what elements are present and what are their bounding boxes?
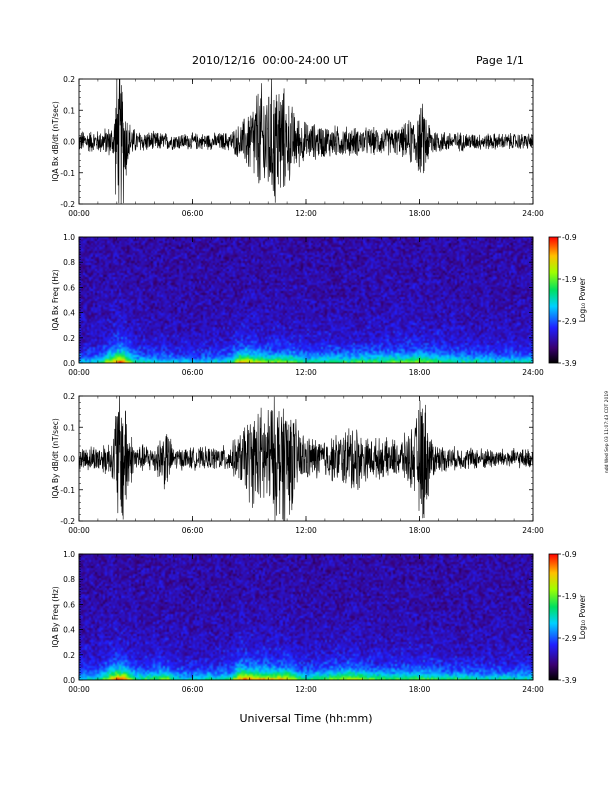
page-indicator: Page 1/1	[476, 54, 524, 67]
x-tick-label: 24:00	[522, 209, 544, 218]
x-tick-label: 00:00	[68, 368, 90, 377]
y-tick-label: 0.4	[63, 626, 75, 635]
colorbar-tick-label: -2.9	[562, 634, 577, 643]
y-tick-label: 0.2	[63, 75, 75, 84]
y-tick-label: 0.0	[63, 455, 75, 464]
colorbar-tick-label: -1.9	[562, 275, 577, 284]
x-tick-label: 00:00	[68, 685, 90, 694]
x-tick-label: 00:00	[68, 209, 90, 218]
colorbar	[548, 236, 559, 364]
x-tick-label: 12:00	[295, 526, 317, 535]
x-tick-label: 24:00	[522, 685, 544, 694]
y-tick-label: 0.0	[63, 676, 75, 685]
y-tick-label: 0.0	[63, 359, 75, 368]
series-trace	[79, 396, 533, 521]
y-tick-label: 0.2	[63, 392, 75, 401]
y-tick-label: 1.0	[63, 550, 75, 559]
y-tick-label: 0.1	[63, 423, 75, 432]
colorbar-tick-label: -0.9	[562, 233, 577, 242]
y-tick-label: -0.2	[60, 517, 75, 526]
y-tick-label: 0.2	[63, 651, 75, 660]
x-tick-label: 18:00	[409, 368, 431, 377]
y-axis-label: IQA By dB/dt (nT/sec)	[51, 418, 60, 499]
y-tick-label: 0.8	[63, 258, 75, 267]
x-tick-label: 24:00	[522, 526, 544, 535]
x-tick-label: 06:00	[182, 685, 204, 694]
colorbar-tick-label: -2.9	[562, 317, 577, 326]
y-tick-label: 0.1	[63, 106, 75, 115]
colorbar-label: Log₁₀ Power	[578, 277, 587, 322]
panel-1	[78, 78, 534, 205]
x-tick-label: 12:00	[295, 685, 317, 694]
y-tick-label: -0.1	[60, 486, 75, 495]
y-tick-label: 0.8	[63, 575, 75, 584]
colorbar-tick-label: -3.9	[562, 676, 577, 685]
spectrogram-image	[79, 554, 533, 680]
y-tick-label: 0.6	[63, 600, 75, 609]
plot-title: 2010/12/16 00:00-24:00 UT	[192, 54, 349, 67]
x-tick-label: 06:00	[182, 209, 204, 218]
panel-4	[78, 553, 561, 681]
colorbar-tick-label: -3.9	[562, 359, 577, 368]
x-tick-label: 18:00	[409, 526, 431, 535]
x-tick-label: 06:00	[182, 368, 204, 377]
y-tick-label: 0.2	[63, 334, 75, 343]
y-axis-label: IQA By Freq (Hz)	[51, 586, 60, 648]
x-tick-label: 12:00	[295, 368, 317, 377]
panel-3	[78, 395, 534, 522]
x-axis-label: Universal Time (hh:mm)	[240, 712, 373, 725]
y-tick-label: -0.2	[60, 200, 75, 209]
colorbar	[548, 553, 559, 681]
y-tick-label: -0.1	[60, 169, 75, 178]
series-trace	[79, 79, 533, 204]
y-axis-label: IQA Bx Freq (Hz)	[51, 269, 60, 331]
x-tick-label: 24:00	[522, 368, 544, 377]
x-tick-label: 12:00	[295, 209, 317, 218]
x-tick-label: 18:00	[409, 209, 431, 218]
y-axis-label: IQA Bx dB/dt (nT/sec)	[51, 101, 60, 182]
x-tick-label: 00:00	[68, 526, 90, 535]
y-tick-label: 0.0	[63, 138, 75, 147]
colorbar-label: Log₁₀ Power	[578, 594, 587, 639]
y-tick-label: 0.6	[63, 283, 75, 292]
colorbar-tick-label: -1.9	[562, 592, 577, 601]
panel-2	[78, 236, 561, 364]
colorbar-tick-label: -0.9	[562, 550, 577, 559]
x-tick-label: 18:00	[409, 685, 431, 694]
side-note: ndd Wed Sep 03 11:07:43 CDT 2019	[604, 391, 610, 473]
spectrogram-image	[79, 237, 533, 363]
y-tick-label: 0.4	[63, 309, 75, 318]
y-tick-label: 1.0	[63, 233, 75, 242]
x-tick-label: 06:00	[182, 526, 204, 535]
